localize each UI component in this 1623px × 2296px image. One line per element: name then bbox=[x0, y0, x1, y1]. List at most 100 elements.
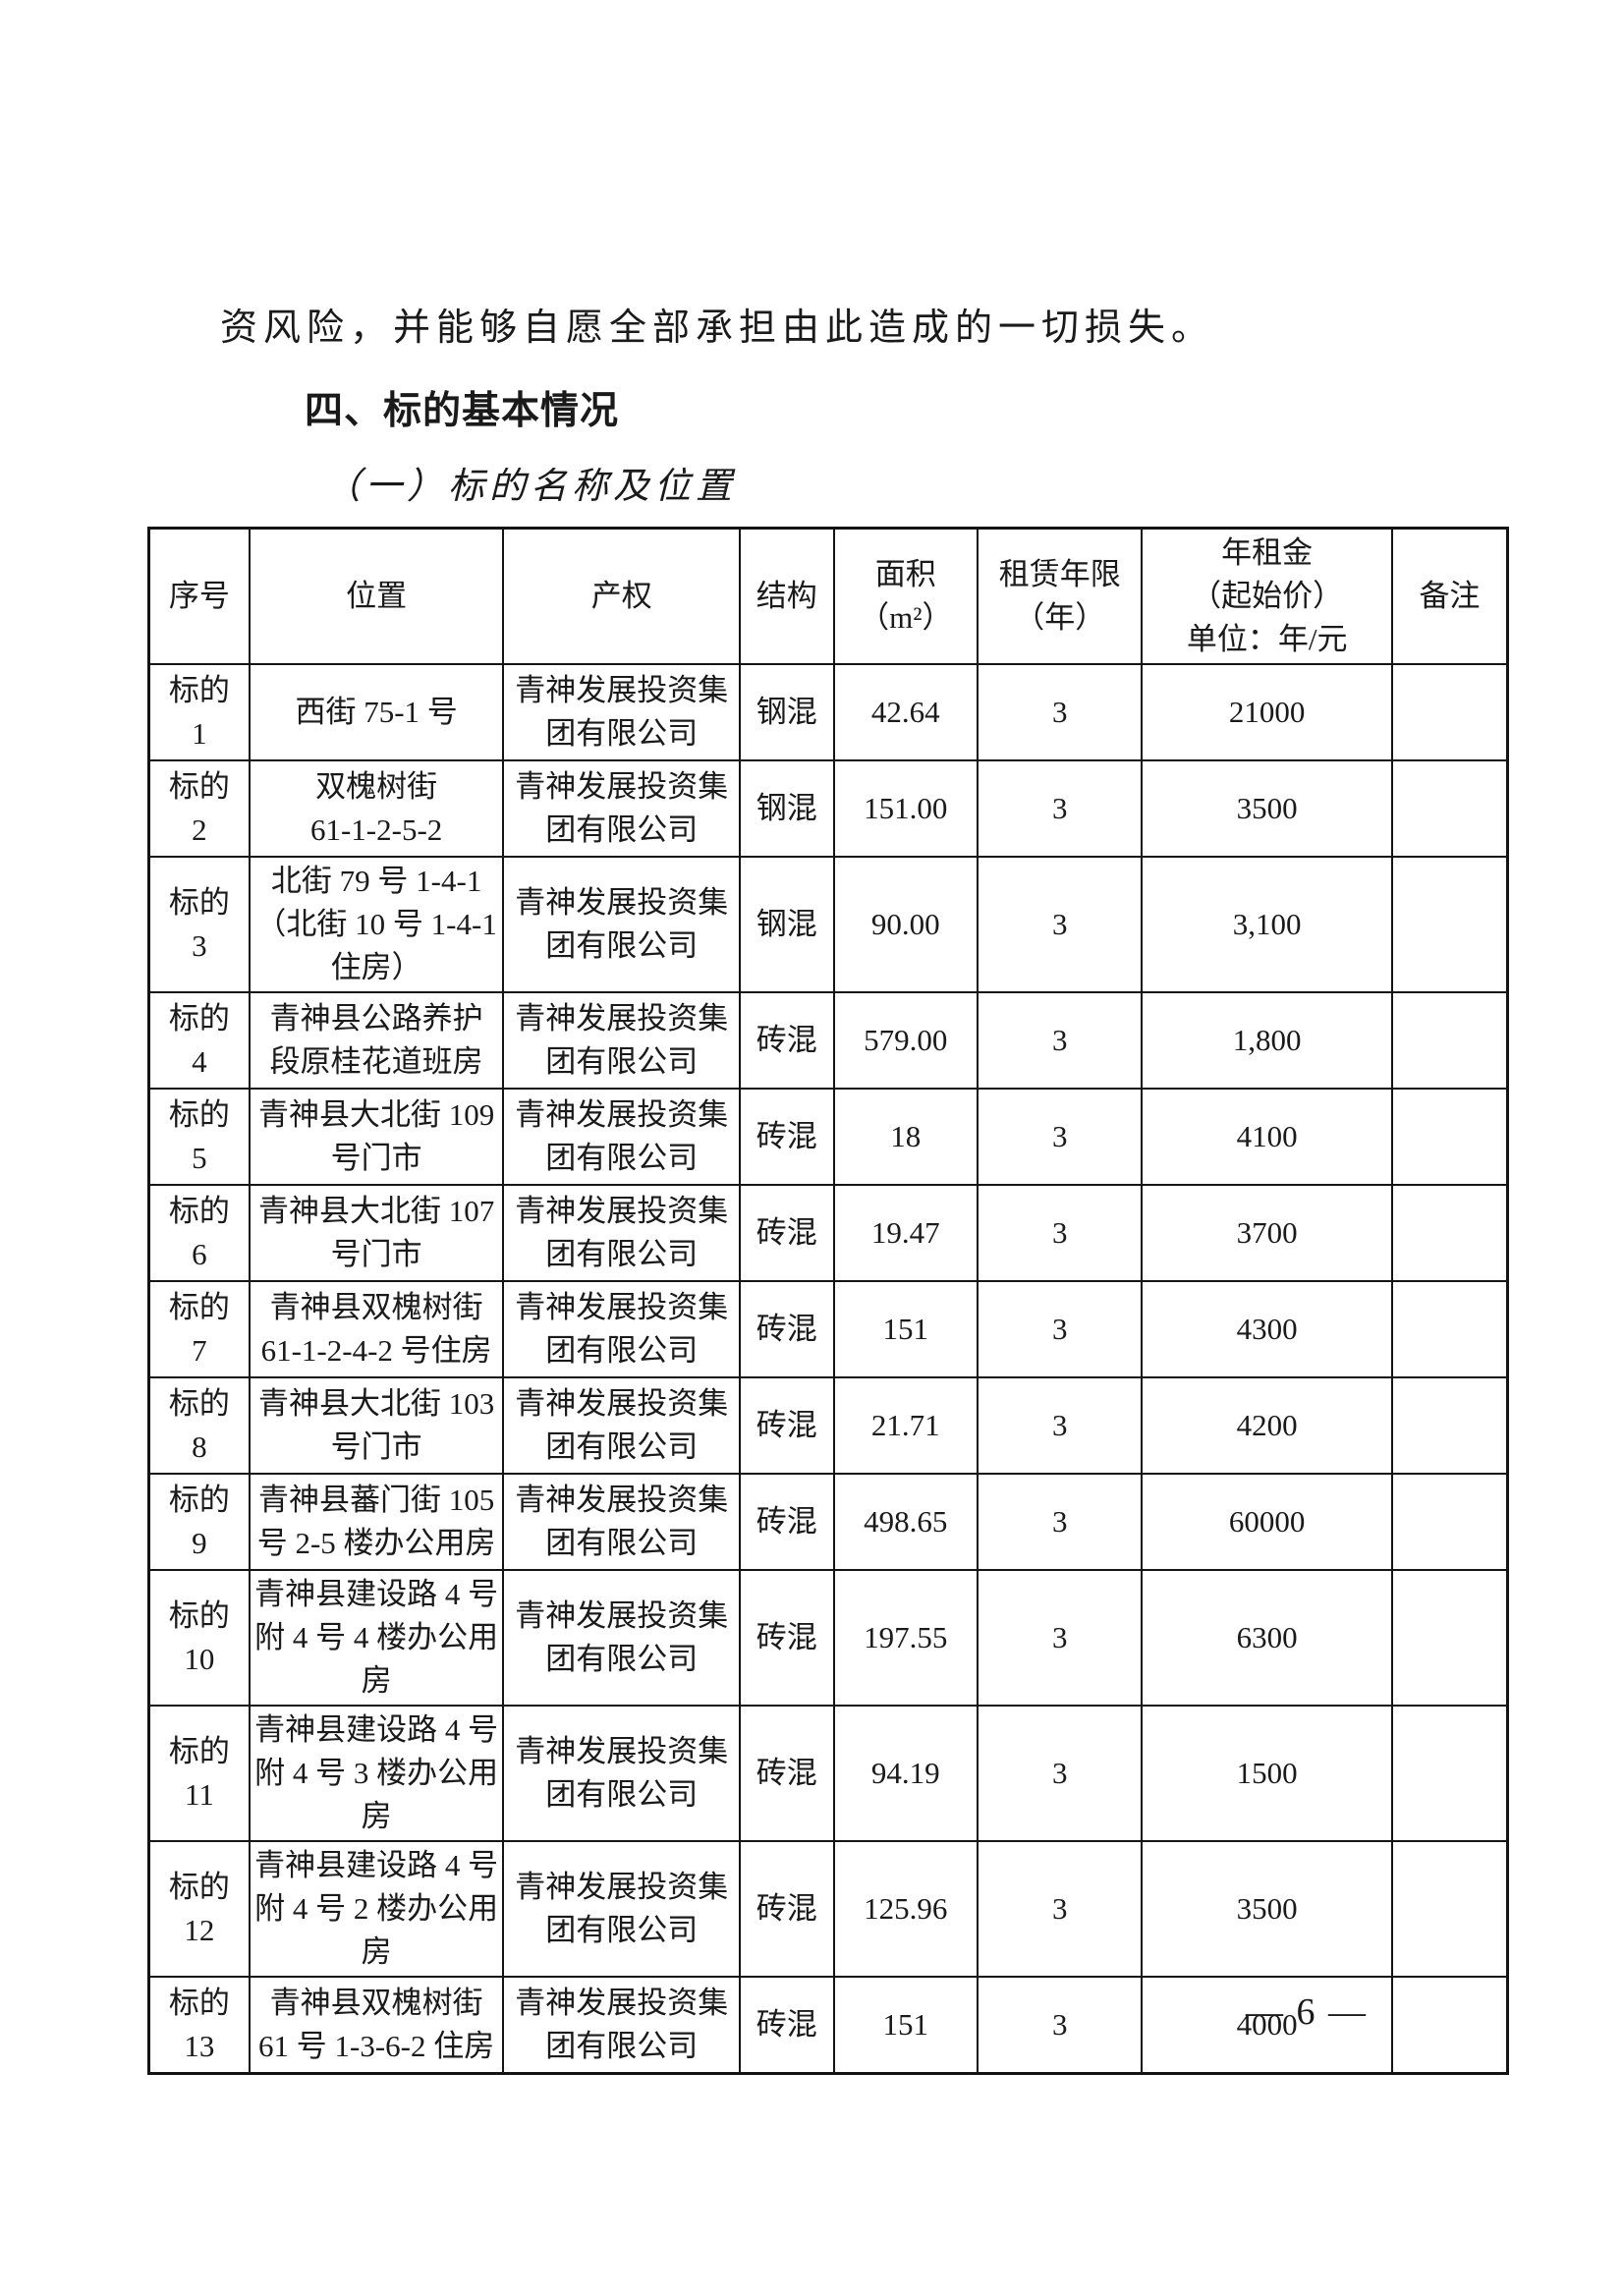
cell-ownership: 青神发展投资集 团有限公司 bbox=[502, 1976, 742, 2075]
cell-area: 125.96 bbox=[832, 1840, 979, 1978]
table-row: 标的 13 青神县双槐树街 61 号 1-3-6-2 住房 青神发展投资集 团有限公… bbox=[147, 1976, 1509, 2075]
table-row: 标的 6 青神县大北街 107 号门市 青神发展投资集 团有限公司 砖混 19.47 3 3… bbox=[147, 1184, 1509, 1282]
table-head: 序号 位置 产权 结构 面积 （m²） 租赁年限 （年） 年租金 （起始价） 单位：年/元备… bbox=[147, 527, 1509, 665]
cell-rent: 6300 bbox=[1141, 1569, 1393, 1707]
subject-table: 序号 位置 产权 结构 面积 （m²） 租赁年限 （年） 年租金 （起始价） 单位：年/元备… bbox=[147, 527, 1509, 2075]
table-row: 标的 7 青神县双槐树街 61-1-2-4-2 号住房 青神发展投资集 团有限公司砖… bbox=[147, 1280, 1509, 1378]
cell-structure: 砖混 bbox=[739, 1705, 835, 1842]
header-remark: 备注 bbox=[1390, 527, 1509, 665]
cell-ownership: 青神发展投资集 团有限公司 bbox=[502, 1569, 742, 1707]
header-area: 面积 （m²） bbox=[832, 527, 979, 665]
cell-structure: 砖混 bbox=[739, 1840, 835, 1978]
cell-ownership: 青神发展投资集 团有限公司 bbox=[502, 1280, 742, 1378]
cell-structure: 钢混 bbox=[739, 856, 835, 993]
cell-location: 青神县建设路 4 号 附 4 号 3 楼办公用 房 bbox=[248, 1705, 505, 1842]
cell-structure: 砖混 bbox=[739, 991, 835, 1090]
cell-area: 19.47 bbox=[832, 1184, 979, 1282]
table-row: 标的 5 青神县大北街 109 号门市 青神发展投资集 团有限公司 砖混 18 3 4100 bbox=[147, 1088, 1509, 1186]
cell-location: 青神县大北街 107 号门市 bbox=[248, 1184, 505, 1282]
cell-rent: 4000 bbox=[1141, 1976, 1393, 2075]
cell-term: 3 bbox=[977, 759, 1144, 858]
cell-no: 标的 12 bbox=[147, 1840, 251, 1978]
cell-structure: 砖混 bbox=[739, 1569, 835, 1707]
table-header-row: 序号 位置 产权 结构 面积 （m²） 租赁年限 （年） 年租金 （起始价） 单位：年/元备… bbox=[147, 527, 1509, 665]
cell-ownership: 青神发展投资集 团有限公司 bbox=[502, 856, 742, 993]
table-row: 标的 8 青神县大北街 103 号门市 青神发展投资集 团有限公司 砖混 21.71 3 4… bbox=[147, 1376, 1509, 1475]
table-row: 标的 4 青神县公路养护 段原桂花道班房 青神发展投资集 团有限公司 砖混 579.00… bbox=[147, 991, 1509, 1090]
cell-remark bbox=[1390, 991, 1509, 1090]
cell-area: 151 bbox=[832, 1280, 979, 1378]
cell-rent: 21000 bbox=[1141, 663, 1393, 761]
cell-area: 151 bbox=[832, 1976, 979, 2075]
cell-term: 3 bbox=[977, 1376, 1144, 1475]
cell-location: 青神县公路养护 段原桂花道班房 bbox=[248, 991, 505, 1090]
cell-structure: 砖混 bbox=[739, 1280, 835, 1378]
cell-location: 双槐树街 61-1-2-5-2 bbox=[248, 759, 505, 858]
table-row: 标的 1 西街 75-1 号青神发展投资集 团有限公司 钢混 42.64 3 21000 bbox=[147, 663, 1509, 761]
cell-remark bbox=[1390, 1840, 1509, 1978]
header-location: 位置 bbox=[248, 527, 505, 665]
cell-remark bbox=[1390, 759, 1509, 858]
cell-location: 青神县建设路 4 号 附 4 号 2 楼办公用 房 bbox=[248, 1840, 505, 1978]
cell-location: 北街 79 号 1-4-1 （北街 10 号 1-4-1 住房） bbox=[248, 856, 505, 993]
cell-term: 3 bbox=[977, 1280, 1144, 1378]
cell-rent: 3500 bbox=[1141, 759, 1393, 858]
cell-term: 3 bbox=[977, 1184, 1144, 1282]
cell-no: 标的 1 bbox=[147, 663, 251, 761]
cell-area: 21.71 bbox=[832, 1376, 979, 1475]
cell-location: 西街 75-1 号 bbox=[248, 663, 505, 761]
table-row: 标的 10 青神县建设路 4 号 附 4 号 4 楼办公用 房青神发展投资集 团有… bbox=[147, 1569, 1509, 1707]
cell-term: 3 bbox=[977, 663, 1144, 761]
cell-structure: 砖混 bbox=[739, 1976, 835, 2075]
cell-remark bbox=[1390, 663, 1509, 761]
cell-area: 151.00 bbox=[832, 759, 979, 858]
cell-structure: 砖混 bbox=[739, 1376, 835, 1475]
cell-rent: 1,800 bbox=[1141, 991, 1393, 1090]
header-no: 序号 bbox=[147, 527, 251, 665]
cell-rent: 3500 bbox=[1141, 1840, 1393, 1978]
cell-remark bbox=[1390, 1705, 1509, 1842]
table-row: 标的 12 青神县建设路 4 号 附 4 号 2 楼办公用 房青神发展投资集 团有… bbox=[147, 1840, 1509, 1978]
cell-rent: 4300 bbox=[1141, 1280, 1393, 1378]
cell-ownership: 青神发展投资集 团有限公司 bbox=[502, 1705, 742, 1842]
cell-no: 标的 7 bbox=[147, 1280, 251, 1378]
cell-ownership: 青神发展投资集 团有限公司 bbox=[502, 1184, 742, 1282]
cell-location: 青神县蕃门街 105 号 2-5 楼办公用房 bbox=[248, 1473, 505, 1571]
cell-location: 青神县双槐树街 61-1-2-4-2 号住房 bbox=[248, 1280, 505, 1378]
cell-structure: 砖混 bbox=[739, 1473, 835, 1571]
cell-no: 标的 3 bbox=[147, 856, 251, 993]
sub-heading: （一）标的名称及位置 bbox=[324, 467, 737, 507]
cell-area: 90.00 bbox=[832, 856, 979, 993]
section-heading: 四、标的基本情况 bbox=[305, 390, 620, 432]
cell-area: 498.65 bbox=[832, 1473, 979, 1571]
header-rent: 年租金 （起始价） 单位：年/元 bbox=[1141, 527, 1393, 665]
cell-rent: 3,100 bbox=[1141, 856, 1393, 993]
cell-ownership: 青神发展投资集 团有限公司 bbox=[502, 991, 742, 1090]
cell-remark bbox=[1390, 1184, 1509, 1282]
cell-remark bbox=[1390, 1569, 1509, 1707]
cell-no: 标的 4 bbox=[147, 991, 251, 1090]
cell-structure: 钢混 bbox=[739, 663, 835, 761]
cell-structure: 砖混 bbox=[739, 1184, 835, 1282]
header-ownership: 产权 bbox=[502, 527, 742, 665]
cell-location: 青神县大北街 103 号门市 bbox=[248, 1376, 505, 1475]
cell-term: 3 bbox=[977, 991, 1144, 1090]
cell-location: 青神县大北街 109 号门市 bbox=[248, 1088, 505, 1186]
cell-rent: 3700 bbox=[1141, 1184, 1393, 1282]
page-number: — 6 — bbox=[1246, 1991, 1368, 2033]
cell-structure: 钢混 bbox=[739, 759, 835, 858]
cell-area: 197.55 bbox=[832, 1569, 979, 1707]
cell-location: 青神县双槐树街 61 号 1-3-6-2 住房 bbox=[248, 1976, 505, 2075]
cell-term: 3 bbox=[977, 1705, 1144, 1842]
cell-ownership: 青神发展投资集 团有限公司 bbox=[502, 663, 742, 761]
header-structure: 结构 bbox=[739, 527, 835, 665]
cell-area: 18 bbox=[832, 1088, 979, 1186]
cell-no: 标的 8 bbox=[147, 1376, 251, 1475]
cell-no: 标的 2 bbox=[147, 759, 251, 858]
table-row: 标的 3 北街 79 号 1-4-1 （北街 10 号 1-4-1 住房） 青神发展… bbox=[147, 856, 1509, 993]
table-row: 标的 11 青神县建设路 4 号 附 4 号 3 楼办公用 房青神发展投资集 团有… bbox=[147, 1705, 1509, 1842]
cell-ownership: 青神发展投资集 团有限公司 bbox=[502, 759, 742, 858]
cell-remark bbox=[1390, 1088, 1509, 1186]
intro-paragraph: 资风险，并能够自愿全部承担由此造成的一切损失。 bbox=[220, 308, 1215, 349]
